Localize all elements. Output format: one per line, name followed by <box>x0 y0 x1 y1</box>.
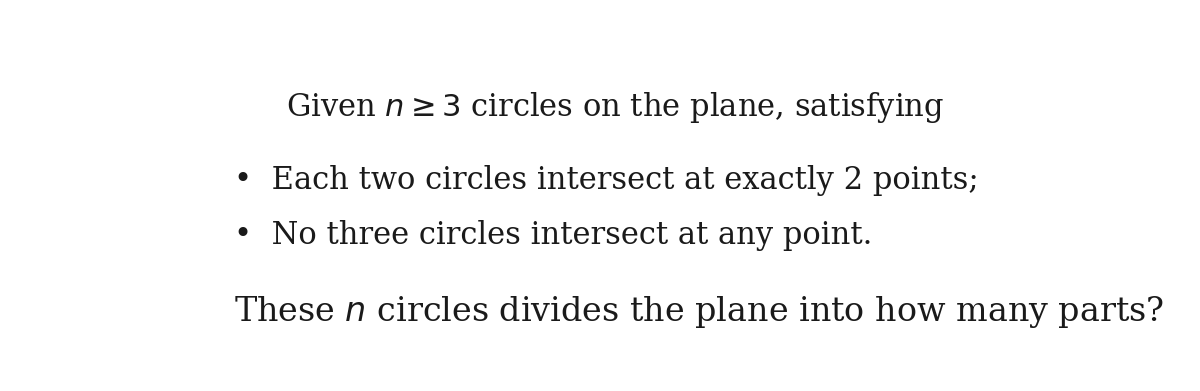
Text: These $n$ circles divides the plane into how many parts?: These $n$ circles divides the plane into… <box>234 294 1164 330</box>
Text: •  Each two circles intersect at exactly 2 points;: • Each two circles intersect at exactly … <box>234 165 978 196</box>
Text: •  No three circles intersect at any point.: • No three circles intersect at any poin… <box>234 220 872 251</box>
Text: Given $n \geq 3$ circles on the plane, satisfying: Given $n \geq 3$ circles on the plane, s… <box>286 90 944 125</box>
